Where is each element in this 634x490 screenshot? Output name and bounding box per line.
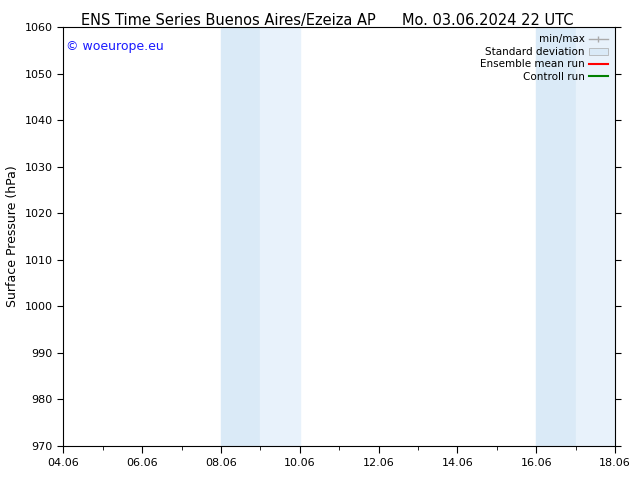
Text: © woeurope.eu: © woeurope.eu (66, 40, 164, 52)
Y-axis label: Surface Pressure (hPa): Surface Pressure (hPa) (6, 166, 19, 307)
Text: Mo. 03.06.2024 22 UTC: Mo. 03.06.2024 22 UTC (403, 13, 574, 28)
Bar (221, 27, 261, 446)
Bar (261, 27, 300, 446)
Bar (576, 27, 615, 446)
Bar (536, 27, 576, 446)
Text: ENS Time Series Buenos Aires/Ezeiza AP: ENS Time Series Buenos Aires/Ezeiza AP (81, 13, 375, 28)
Legend: min/max, Standard deviation, Ensemble mean run, Controll run: min/max, Standard deviation, Ensemble me… (478, 32, 610, 84)
